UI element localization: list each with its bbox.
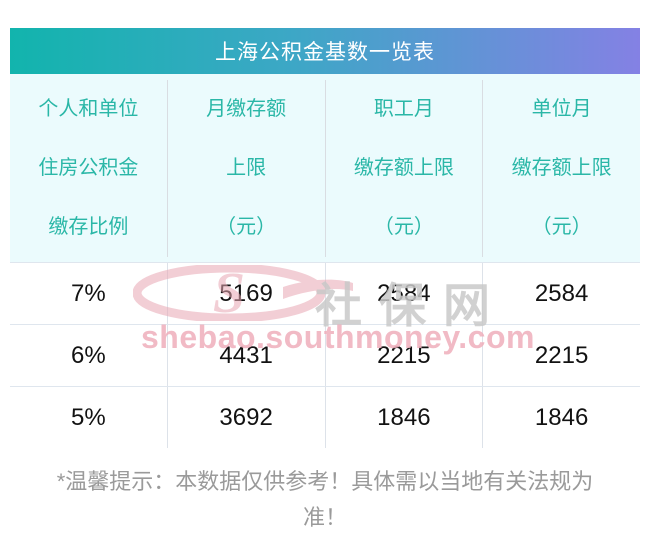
table-title-bar: 上海公积金基数一览表 [10,28,640,74]
header-line: 住房公积金 [38,157,139,179]
header-line: （元） [373,216,434,238]
table-row: 7% 5169 2584 2584 [10,262,640,324]
header-line: 月缴存额 [206,98,287,120]
cell-employee-cap: 2584 [324,263,483,324]
cell-employee-cap: 1846 [324,387,483,448]
cell-monthly-cap: 3692 [166,387,325,448]
cell-ratio: 5% [71,403,106,431]
table-title: 上海公积金基数一览表 [215,41,435,64]
header-cell-employer-cap: 单位月 缴存额上限 （元） [482,80,640,257]
table-row: 5% 3692 1846 1846 [10,386,640,448]
header-line: 缴存额上限 [353,157,454,179]
header-line: （元） [216,216,277,238]
header-line: 个人和单位 [38,98,139,120]
cell-employer-cap: 2584 [482,263,640,324]
header-line: 职工月 [373,98,434,120]
header-line: 缴存额上限 [511,157,612,179]
header-line: 单位月 [531,98,592,120]
table-header-row: 个人和单位 住房公积金 缴存比例 月缴存额 上限 （元） 职工月 缴存额上限 （… [10,74,640,262]
cell-monthly-cap: 4431 [166,325,325,386]
disclaimer-note: *温馨提示：本数据仅供参考！具体需以当地有关法规为准！ [56,469,594,530]
header-cell-employee-cap: 职工月 缴存额上限 （元） [324,80,483,257]
header-cell-monthly-cap: 月缴存额 上限 （元） [166,80,325,257]
header-line: 上限 [226,157,267,179]
cell-ratio: 7% [71,279,106,307]
cell-ratio: 6% [71,341,106,369]
cell-employer-cap: 2215 [482,325,640,386]
provident-fund-table: 上海公积金基数一览表 个人和单位 住房公积金 缴存比例 月缴存额 上限 （元） … [10,28,640,448]
header-line: （元） [531,216,592,238]
cell-monthly-cap: 5169 [166,263,325,324]
header-cell-ratio: 个人和单位 住房公积金 缴存比例 [10,80,167,257]
table-row: 6% 4431 2215 2215 [10,324,640,386]
header-line: 缴存比例 [48,216,129,238]
cell-employee-cap: 2215 [324,325,483,386]
cell-employer-cap: 1846 [482,387,640,448]
